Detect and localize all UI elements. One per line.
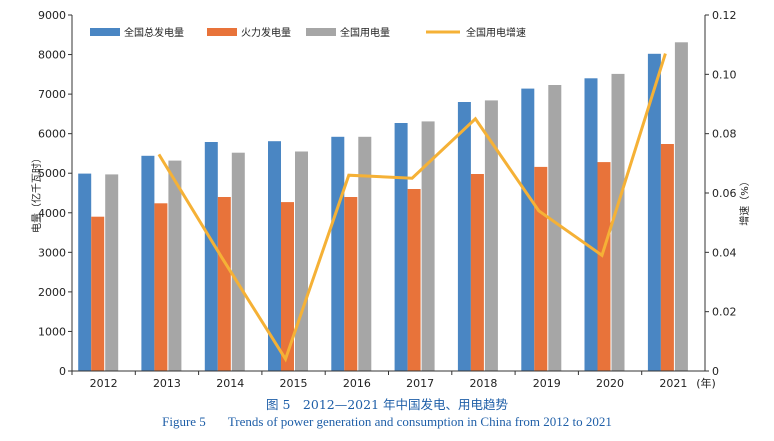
bar-1-2019 (521, 88, 535, 371)
bar-3-2015 (295, 151, 308, 371)
legend-swatch-1 (90, 28, 120, 36)
y2-tick-label: 0.06 (712, 187, 737, 200)
bar-3-2021 (674, 42, 688, 372)
growth-rate-line (157, 53, 667, 363)
figure-caption-chinese: 图 5 2012—2021 年中国发电、用电趋势 (265, 397, 509, 412)
bar-2-2021 (660, 144, 674, 371)
y-tick-label: 4000 (38, 207, 66, 220)
y-tick-label: 6000 (38, 128, 66, 141)
bar-1-2021 (647, 53, 661, 372)
x-axis-unit-label: (年) (696, 376, 716, 390)
y-tick-label: 5000 (38, 167, 66, 180)
x-tick-label: 2019 (533, 377, 561, 390)
bar-1-2012 (78, 173, 92, 371)
bar-2-2019 (534, 166, 548, 371)
figure-caption-english: Figure 5 Trends of power generation and c… (0, 414, 774, 430)
y2-tick-label: 0 (712, 365, 719, 378)
y-tick-label: 0 (59, 365, 66, 378)
y2-tick-label: 0.04 (712, 246, 737, 259)
y-tick-label: 1000 (38, 325, 66, 338)
bar-1-2020 (584, 78, 598, 372)
bar-3-2014 (231, 152, 245, 371)
bar-2-2015 (281, 202, 294, 371)
bar-3-2018 (484, 100, 498, 372)
y-tick-label: 3000 (38, 246, 66, 259)
x-tick-label: 2020 (596, 377, 624, 390)
bar-2-2012 (91, 216, 105, 371)
figure-caption-text: Trends of power generation and consumpti… (227, 414, 612, 429)
bar-1-2014 (204, 142, 218, 371)
x-tick-label: 2012 (90, 377, 118, 390)
y-tick-label: 8000 (38, 49, 66, 62)
y-tick-label: 7000 (38, 88, 66, 101)
bar-1-2013 (141, 155, 155, 371)
bar-3-2016 (358, 136, 372, 371)
bar-2-2013 (154, 203, 168, 371)
bar-3-2020 (611, 73, 625, 372)
x-tick-label: 2018 (469, 377, 497, 390)
bar-2-2018 (470, 174, 484, 371)
x-tick-label: 2016 (343, 377, 371, 390)
legend-swatch-3 (306, 28, 336, 36)
y2-tick-label: 0.10 (712, 68, 737, 81)
x-tick-label: 2013 (153, 377, 181, 390)
legend-swatch-2 (207, 28, 237, 36)
bar-1-2018 (457, 102, 471, 371)
bar-3-2012 (105, 174, 119, 371)
bar-2-2014 (217, 197, 231, 371)
figure-number: Figure 5 (162, 414, 206, 429)
bar-3-2019 (548, 85, 562, 371)
legend-label-3: 全国用电量 (340, 26, 390, 39)
bar-2-2020 (597, 162, 611, 371)
legend-label-2: 火力发电量 (241, 26, 291, 39)
legend-label-1: 全国总发电量 (124, 26, 184, 39)
bar-1-2015 (268, 141, 281, 371)
bar-2-2017 (407, 189, 421, 371)
legend-label-4: 全国用电增速 (466, 26, 526, 39)
y2-tick-label: 0.08 (712, 128, 737, 141)
bar-2-2016 (344, 197, 358, 371)
bar-3-2017 (421, 121, 435, 372)
x-tick-label: 2017 (406, 377, 434, 390)
chart: 0 1000 2000 3000 4000 5000 6000 7000 8000 9000 0 0.… (30, 9, 751, 390)
bar-1-2016 (331, 136, 345, 371)
bar-1-2017 (394, 123, 408, 371)
y2-tick-label: 0.12 (712, 9, 737, 22)
y2-axis-title: 增速（%） (738, 176, 751, 226)
y2-tick-label: 0.02 (712, 306, 737, 319)
y-tick-label: 2000 (38, 286, 66, 299)
x-tick-label: 2015 (280, 377, 308, 390)
y-tick-label: 9000 (38, 9, 66, 22)
bar-3-2013 (168, 160, 182, 371)
y-axis-title: 电量（亿千瓦时） (30, 153, 43, 233)
x-tick-label: 2021 (659, 377, 687, 390)
x-tick-label: 2014 (216, 377, 244, 390)
